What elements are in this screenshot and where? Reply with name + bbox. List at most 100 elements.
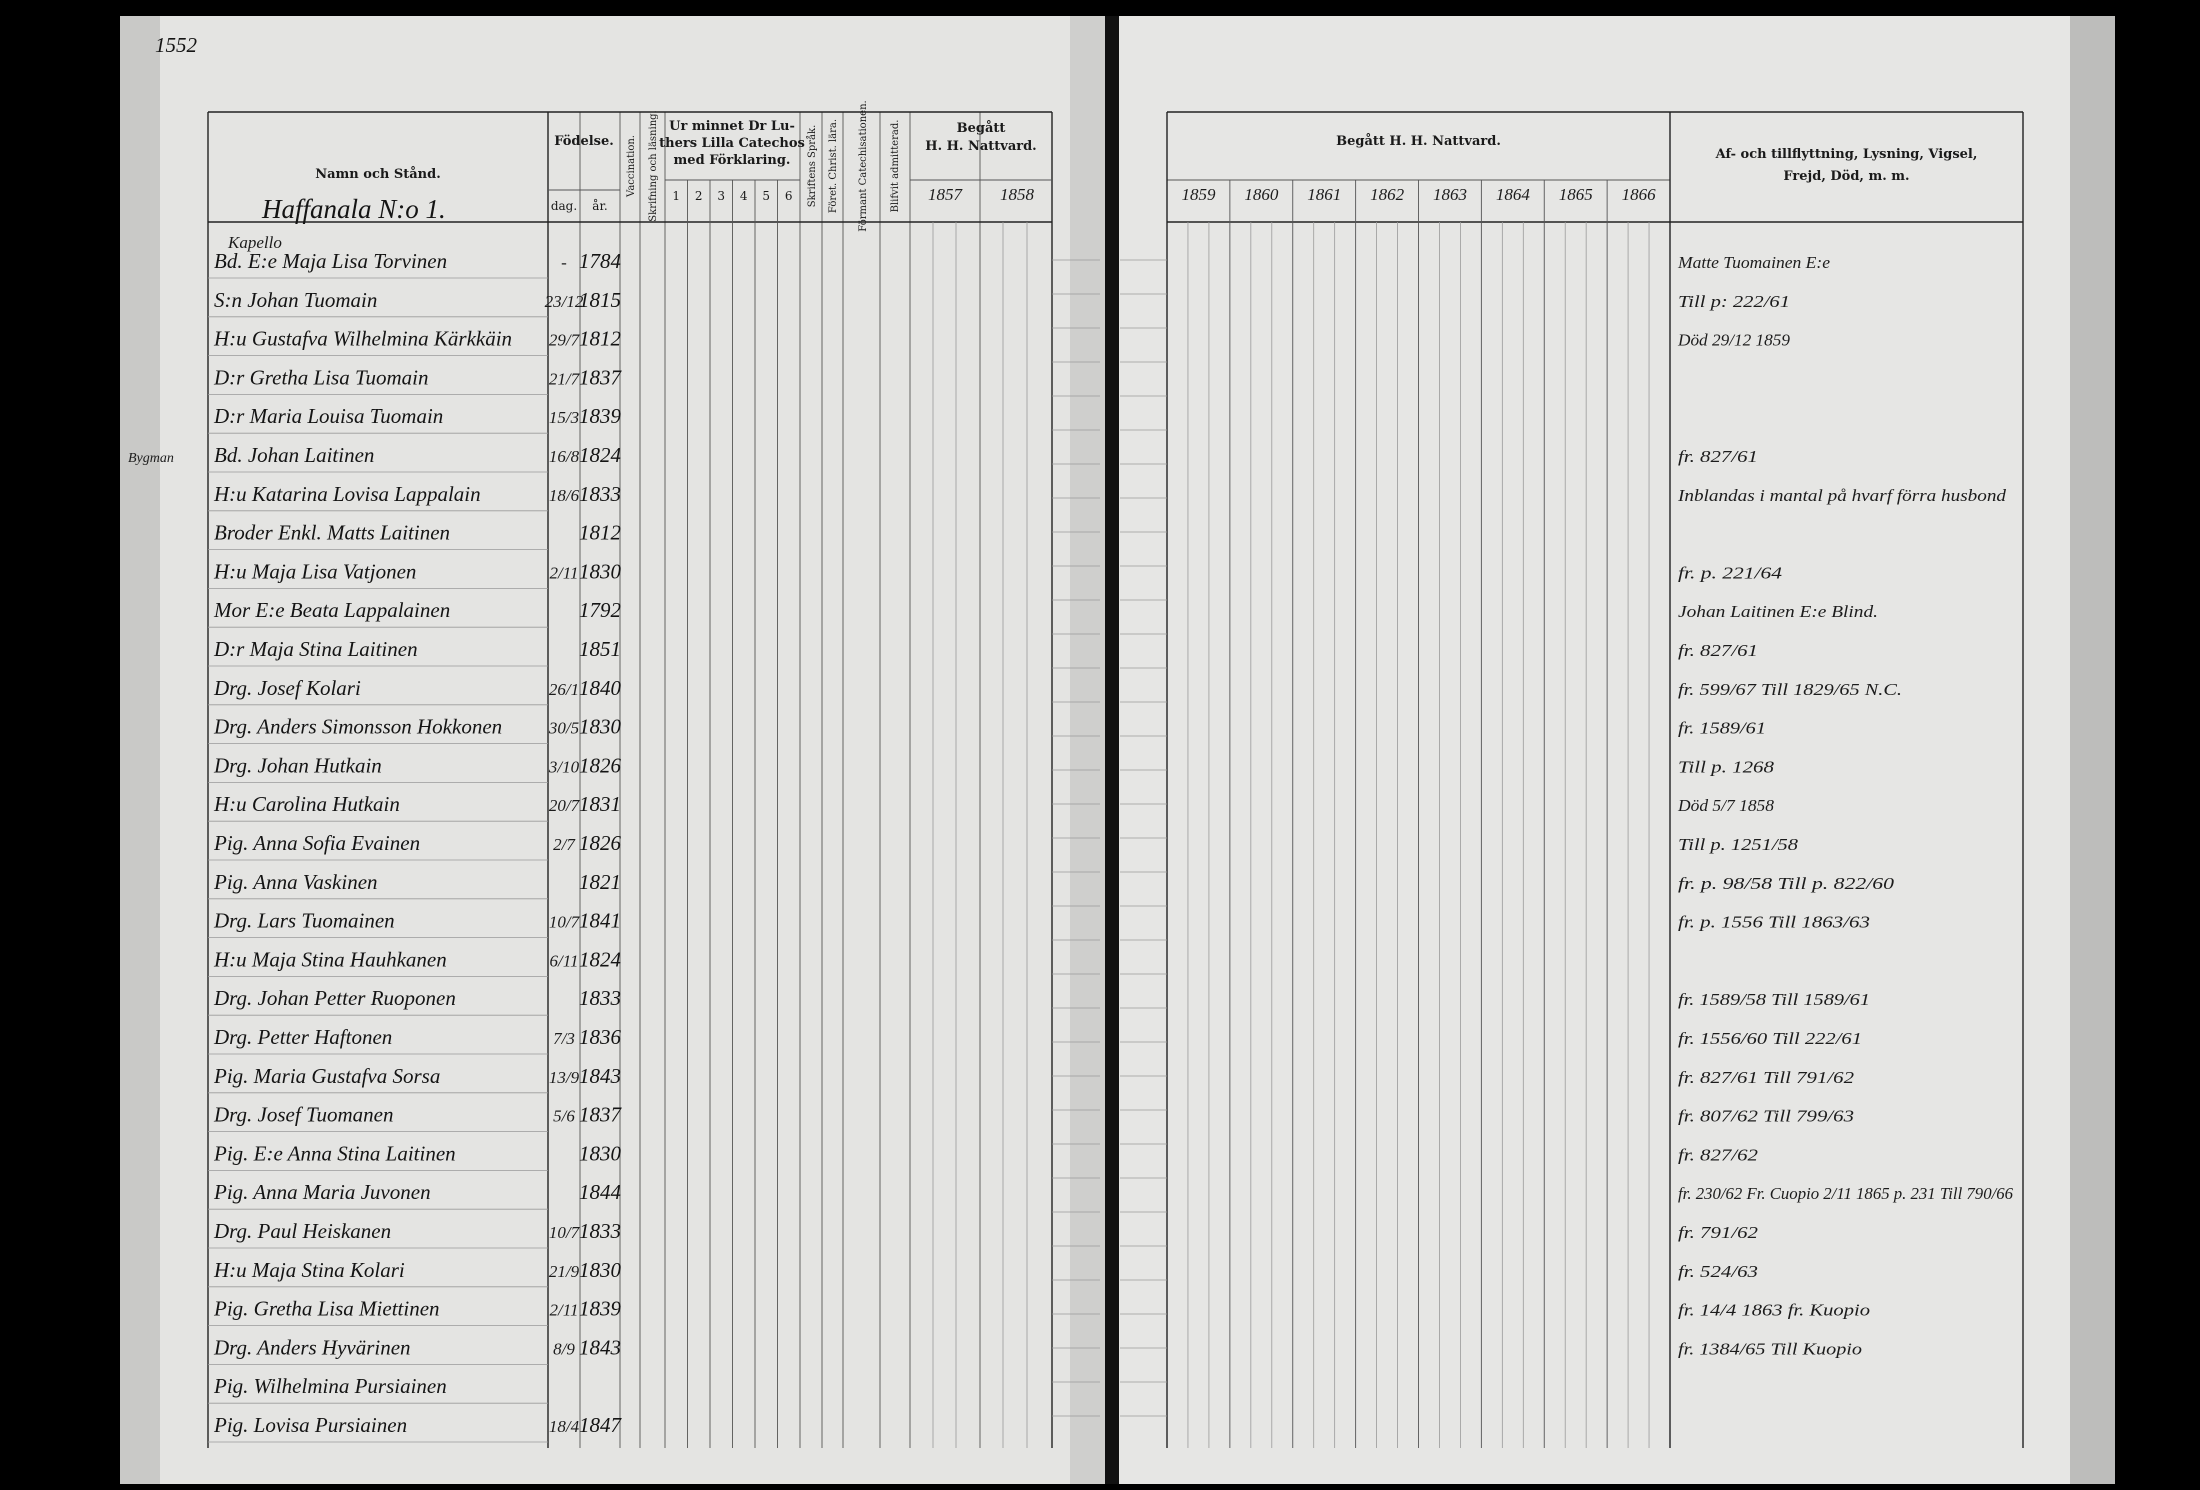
birth-year: 1812 [579,521,622,545]
gutter [1105,16,1119,1484]
person-name: Pig. Anna Maria Juvonen [213,1180,431,1204]
table-grid [207,111,2024,1448]
person-name: Pig. Anna Sofia Evainen [213,831,420,855]
person-name: H:u Gustafva Wilhelmina Kärkkäin [213,327,512,351]
remark: fr. 827/62 [1678,1145,1759,1164]
remark: Till p: 222/61 [1678,292,1790,311]
year-header: 1866 [1622,185,1657,204]
birth-year: 1839 [579,1297,622,1321]
birth-year: 1843 [579,1335,621,1359]
person-name: Mor E:e Beata Lappalainen [213,598,450,622]
column-header: Namn och Stånd. [315,166,441,182]
remark: Död 5/7 1858 [1677,796,1775,815]
remark: fr. 14/4 1863 fr. Kuopio [1678,1301,1870,1320]
column-subheader: 3 [717,189,725,203]
column-header: år. [592,198,607,213]
remark: fr. p. 221/64 [1678,563,1783,582]
right-page-edge [2070,16,2115,1484]
person-name: Drg. Paul Heiskanen [213,1219,391,1243]
person-name: Drg. Josef Tuomanen [213,1103,393,1127]
birth-day: 21/9 [549,1262,580,1281]
column-header: med Förklaring. [674,153,791,168]
year-header: 1858 [1000,185,1035,204]
birth-day: 18/6 [549,486,580,505]
birth-year: 1837 [579,365,623,389]
birth-year: 1784 [579,249,622,273]
birth-year: 1830 [579,1141,622,1165]
column-subheader: 2 [695,189,703,203]
person-name: Pig. Lovisa Pursiainen [213,1413,407,1437]
remark: Matte Tuomainen E:e [1677,253,1830,272]
year-header: 1861 [1307,185,1341,204]
remark: fr. 1384/65 Till Kuopio [1678,1339,1862,1358]
birth-year: 1836 [579,1025,622,1049]
birth-year: 1839 [579,404,622,428]
person-name: Drg. Anders Simonsson Hokkonen [213,715,502,739]
column-header: Begått H. H. Nattvard. [1336,133,1501,149]
person-name: Pig. E:e Anna Stina Laitinen [213,1141,456,1165]
birth-year: 1830 [579,559,622,583]
page-number: 1552 [155,33,198,57]
birth-day: 13/9 [549,1068,580,1087]
year-header: 1863 [1433,185,1467,204]
remark: fr. 791/62 [1678,1223,1759,1242]
remark: fr. 807/62 Till 799/63 [1678,1107,1854,1126]
remark: fr. 230/62 Fr. Cuopio 2/11 1865 p. 231 T… [1678,1184,2013,1203]
birth-year: 1833 [579,482,621,506]
birth-day: 16/8 [549,447,580,466]
birth-year: 1826 [579,831,622,855]
birth-day: 20/7 [549,796,581,815]
person-name: Drg. Josef Kolari [213,676,361,700]
remark: fr. 1589/58 Till 1589/61 [1678,990,1870,1009]
left-page [120,16,1105,1484]
column-subheader: 1 [672,189,680,203]
birth-day: 6/11 [550,951,579,970]
section-title: Haffanala N:o 1. [261,194,446,224]
birth-year: 1824 [579,443,622,467]
birth-day: 15/3 [549,408,579,427]
person-name: D:r Maja Stina Laitinen [213,637,418,661]
gutter-shadow [1070,16,1110,1484]
birth-day: 10/7 [549,1223,581,1242]
birth-day: - [561,253,567,272]
birth-year: 1824 [579,947,622,971]
remark: Johan Laitinen E:e Blind. [1678,602,1878,621]
birth-day: 5/6 [553,1107,575,1126]
column-header: H. H. Nattvard. [925,139,1036,154]
person-name: Drg. Anders Hyvärinen [213,1335,411,1359]
person-name: Drg. Petter Haftonen [213,1025,392,1049]
remark: Till p. 1268 [1678,757,1775,776]
year-header: 1859 [1181,185,1216,204]
birth-year: 1812 [579,327,622,351]
column-subheader: 5 [762,189,770,203]
birth-year: 1847 [579,1413,623,1437]
person-name: Pig. Maria Gustafva Sorsa [213,1064,440,1088]
remark: fr. 1589/61 [1678,719,1766,738]
subsection-title: Kapello [227,233,282,252]
remark: fr. 827/61 [1678,641,1758,660]
person-name: Pig. Wilhelmina Pursiainen [213,1374,447,1398]
year-header: 1857 [928,185,964,204]
column-header: Födelse. [554,134,614,149]
remark: fr. 827/61 Till 791/62 [1678,1068,1855,1087]
column-header: Föret. Christ. lära. [828,119,839,213]
birth-year: 1851 [579,637,621,661]
birth-year: 1826 [579,753,622,777]
column-subheader: 4 [740,189,748,203]
person-name: Bd. E:e Maja Lisa Torvinen [214,249,447,273]
column-header: Blifvit admitterad. [890,120,901,213]
column-header: Frejd, Död, m. m. [1783,169,1909,184]
birth-year: 1841 [579,909,621,933]
left-page-edge [120,16,160,1484]
birth-day: 7/3 [553,1029,575,1048]
remark: fr. 827/61 [1678,447,1758,466]
column-header: Skriftens Språk. [806,125,818,208]
remark: Till p. 1251/58 [1678,835,1799,854]
remark: fr. p. 98/58 Till p. 822/60 [1678,874,1895,893]
table-content: Namn och Stånd. Födelse. dag. år. Vaccinatio… [128,100,2013,1437]
person-name: Pig. Anna Vaskinen [213,870,378,894]
year-header: 1865 [1559,185,1593,204]
remark: Inblandas i mantal på hvarf förra husbon… [1677,486,2007,505]
birth-year: 1792 [579,598,622,622]
column-header: Af- och tillflyttning, Lysning, Vigsel, [1715,147,1978,162]
